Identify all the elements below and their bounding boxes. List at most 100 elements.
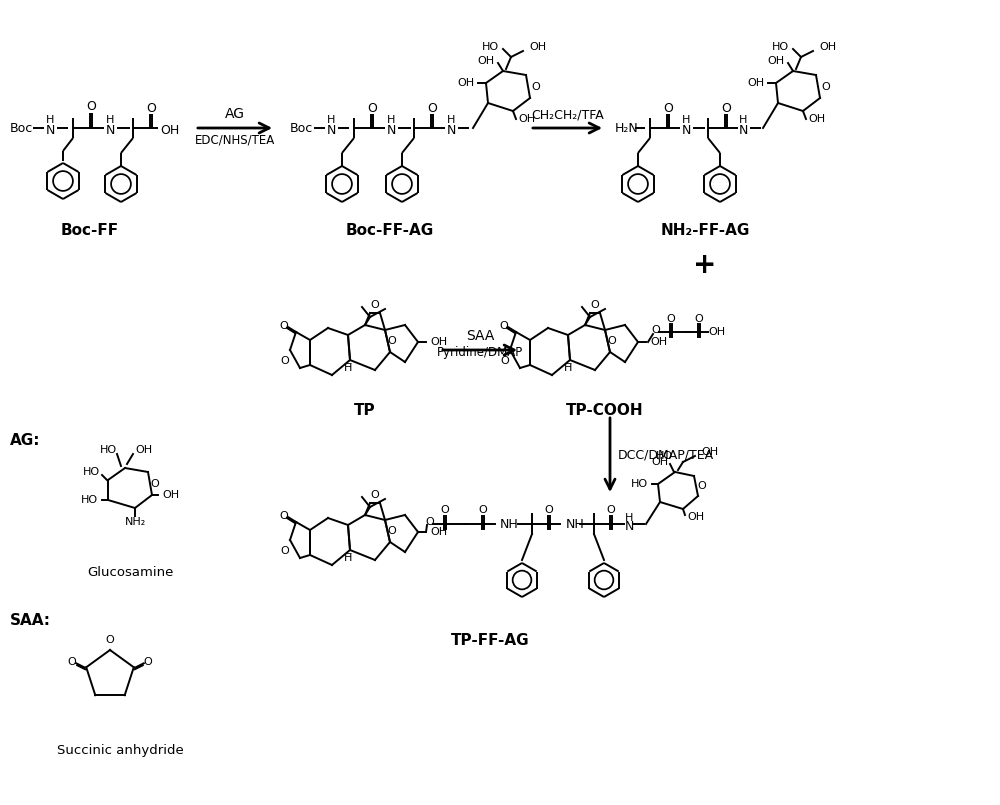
Text: Boc-FF-AG: Boc-FF-AG	[346, 222, 434, 237]
Text: N: N	[681, 123, 691, 137]
Text: HO: HO	[100, 445, 117, 455]
Text: O: O	[146, 101, 156, 114]
Text: O: O	[426, 517, 434, 527]
Text: O: O	[532, 81, 540, 92]
Text: N: N	[326, 123, 336, 137]
Text: OH: OH	[701, 447, 718, 457]
Text: O: O	[427, 101, 437, 114]
Text: O: O	[143, 657, 152, 667]
Text: O: O	[151, 478, 159, 489]
Text: H: H	[327, 115, 335, 125]
Text: O: O	[607, 505, 615, 515]
Text: O: O	[280, 321, 288, 331]
Text: NH₂: NH₂	[124, 517, 146, 527]
Text: TP: TP	[354, 402, 376, 418]
Text: H: H	[682, 115, 690, 125]
Text: OH: OH	[650, 337, 667, 347]
Text: O: O	[281, 356, 289, 366]
Text: N: N	[624, 519, 634, 532]
Text: HO: HO	[482, 42, 499, 52]
Text: AG:: AG:	[10, 432, 40, 448]
Text: N: N	[386, 123, 396, 137]
Text: O: O	[500, 321, 508, 331]
Text: OH: OH	[162, 490, 179, 500]
Text: OH: OH	[708, 327, 725, 337]
Text: O: O	[608, 336, 616, 346]
Text: H₂N: H₂N	[615, 122, 639, 134]
Text: +: +	[693, 251, 717, 279]
Text: H: H	[447, 115, 455, 125]
Text: Boc: Boc	[290, 122, 313, 134]
Text: O: O	[822, 81, 830, 92]
Text: OH: OH	[819, 42, 836, 52]
Text: HO: HO	[772, 42, 789, 52]
Text: Succinic anhydride: Succinic anhydride	[57, 744, 183, 757]
Text: O: O	[591, 300, 599, 310]
Text: OH: OH	[518, 114, 535, 124]
Text: O: O	[545, 505, 553, 515]
Text: O: O	[388, 526, 396, 536]
Text: H: H	[625, 513, 633, 523]
Text: O: O	[388, 336, 396, 346]
Text: O: O	[68, 657, 77, 667]
Text: N: N	[446, 123, 456, 137]
Text: OH: OH	[768, 56, 785, 66]
Text: H: H	[739, 115, 747, 125]
Text: O: O	[667, 314, 675, 324]
Text: H: H	[106, 115, 114, 125]
Text: N: N	[105, 123, 115, 137]
Text: DCC/DMAP/TEA: DCC/DMAP/TEA	[618, 448, 714, 461]
Text: NH: NH	[566, 518, 585, 530]
Text: HO: HO	[81, 495, 98, 505]
Text: O: O	[281, 546, 289, 556]
Text: TP-FF-AG: TP-FF-AG	[451, 633, 529, 647]
Text: TP-COOH: TP-COOH	[566, 402, 644, 418]
Text: OH: OH	[478, 56, 495, 66]
Text: OH: OH	[457, 78, 474, 88]
Text: H̅: H̅	[344, 553, 352, 563]
Text: O: O	[106, 635, 114, 645]
Text: O: O	[721, 101, 731, 114]
Text: OH: OH	[529, 42, 546, 52]
Text: N: N	[45, 123, 55, 137]
Text: HO: HO	[83, 467, 100, 477]
Text: SAA: SAA	[466, 329, 494, 343]
Text: OH: OH	[135, 445, 152, 455]
Text: O: O	[698, 481, 706, 491]
Text: O: O	[367, 101, 377, 114]
Text: H̅: H̅	[564, 363, 572, 373]
Text: H: H	[46, 115, 54, 125]
Text: O: O	[479, 505, 487, 515]
Text: OH: OH	[430, 337, 447, 347]
Text: OH: OH	[747, 78, 764, 88]
Text: EDC/NHS/TEA: EDC/NHS/TEA	[195, 134, 275, 147]
Text: CH₂CH₂/TFA: CH₂CH₂/TFA	[531, 109, 604, 122]
Text: OH: OH	[652, 457, 669, 467]
Text: NH: NH	[500, 518, 519, 530]
Text: HO: HO	[631, 479, 648, 489]
Text: NH₂-FF-AG: NH₂-FF-AG	[660, 222, 750, 237]
Text: OH: OH	[808, 114, 825, 124]
Text: O: O	[280, 511, 288, 521]
Text: HO: HO	[656, 451, 673, 461]
Text: Boc: Boc	[10, 122, 33, 134]
Text: OH: OH	[160, 123, 179, 137]
Text: AG: AG	[225, 107, 245, 121]
Text: Glucosamine: Glucosamine	[87, 565, 173, 579]
Text: H̅: H̅	[344, 363, 352, 373]
Text: SAA:: SAA:	[10, 613, 51, 628]
Text: O: O	[501, 356, 509, 366]
Text: OH: OH	[430, 527, 447, 537]
Text: O: O	[663, 101, 673, 114]
Text: OH: OH	[687, 512, 704, 522]
Text: O: O	[441, 505, 449, 515]
Text: H: H	[387, 115, 395, 125]
Text: O: O	[652, 325, 660, 335]
Text: N: N	[738, 123, 748, 137]
Text: O: O	[371, 300, 379, 310]
Text: O: O	[371, 490, 379, 500]
Text: Pyridine/DMAP: Pyridine/DMAP	[437, 345, 523, 358]
Text: O: O	[86, 101, 96, 114]
Text: Boc-FF: Boc-FF	[61, 222, 119, 237]
Text: O: O	[695, 314, 703, 324]
